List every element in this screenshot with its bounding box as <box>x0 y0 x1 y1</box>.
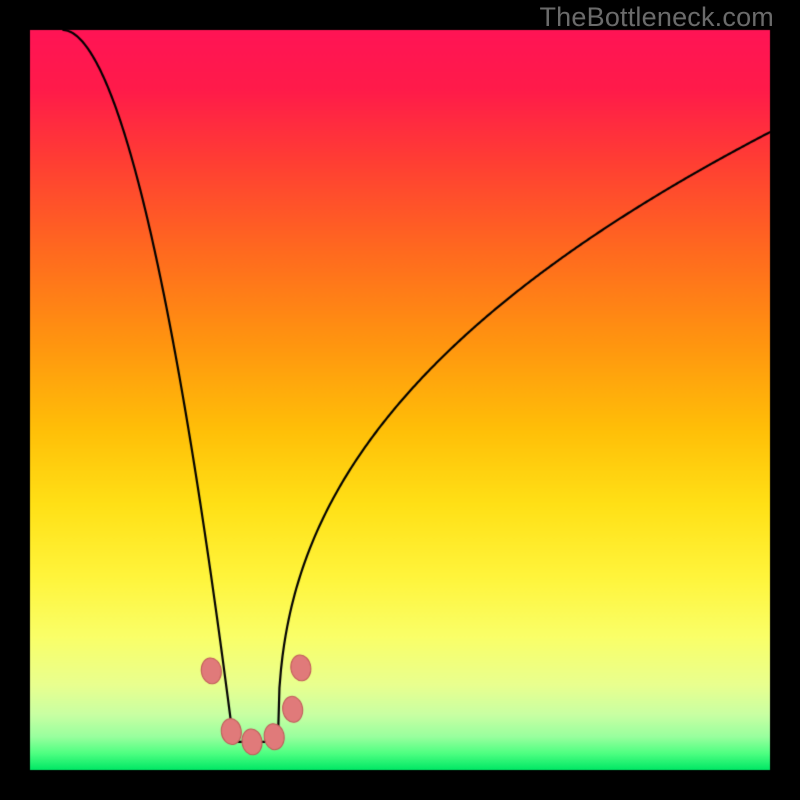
watermark-text: TheBottleneck.com <box>539 2 774 33</box>
bottleneck-curve-layer <box>0 0 800 800</box>
figure-root: TheBottleneck.com <box>0 0 800 800</box>
